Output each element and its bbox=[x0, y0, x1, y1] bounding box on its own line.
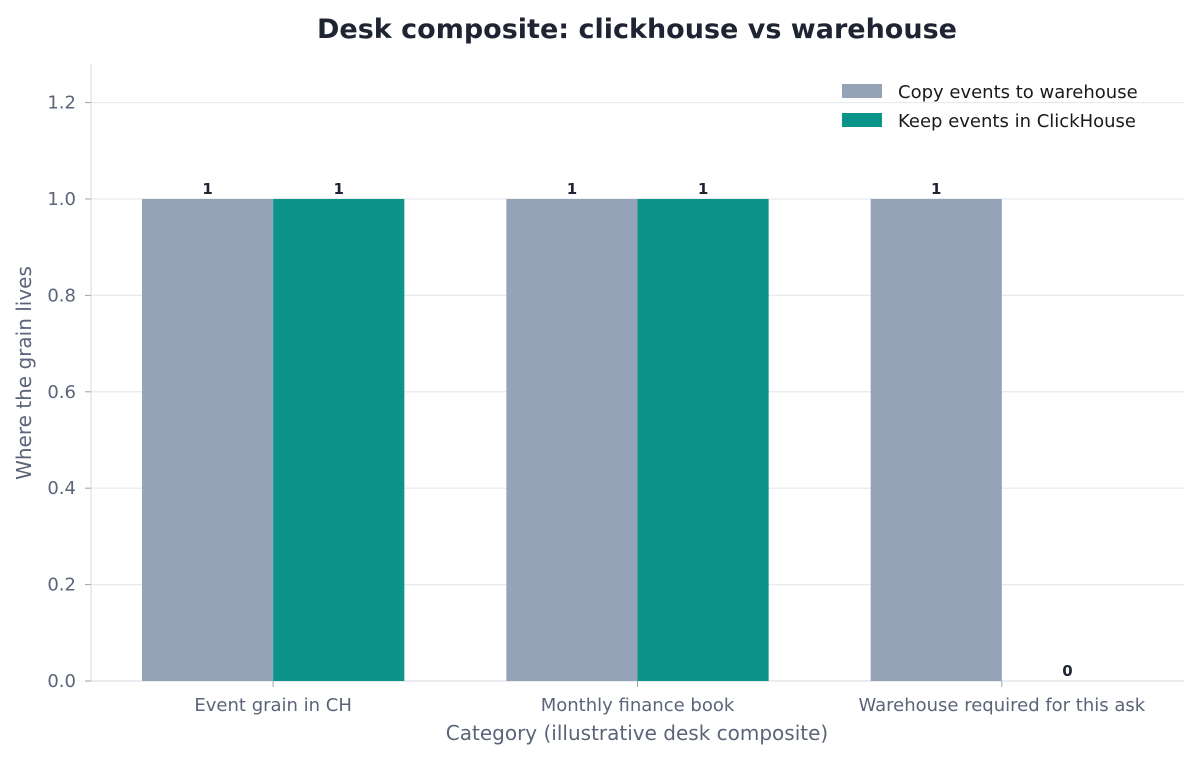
data-label: 0 bbox=[1062, 662, 1072, 680]
legend: Copy events to warehouse Keep events in C… bbox=[842, 82, 1138, 132]
bar bbox=[273, 198, 405, 681]
data-label: 1 bbox=[931, 180, 941, 198]
x-axis-label: Category (illustrative desk composite) bbox=[446, 721, 828, 745]
data-labels: 1 1 1 1 1 0 bbox=[202, 180, 1072, 680]
y-tick-label: 1.0 bbox=[47, 189, 76, 210]
y-tick-label: 0.8 bbox=[47, 285, 76, 306]
x-tick-label: Warehouse required for this ask bbox=[858, 695, 1145, 716]
y-axis-ticks: 0.0 0.2 0.4 0.6 0.8 1.0 1.2 bbox=[47, 93, 91, 692]
y-tick-label: 0.4 bbox=[47, 478, 76, 499]
bars bbox=[142, 198, 1002, 681]
data-label: 1 bbox=[698, 180, 708, 198]
chart-title: Desk composite: clickhouse vs warehouse bbox=[317, 14, 957, 45]
x-tick-label: Event grain in CH bbox=[194, 695, 352, 716]
data-label: 1 bbox=[567, 180, 577, 198]
bar bbox=[637, 198, 769, 681]
data-label: 1 bbox=[334, 180, 344, 198]
bar bbox=[142, 198, 274, 681]
legend-swatch bbox=[842, 113, 882, 127]
data-label: 1 bbox=[202, 180, 212, 198]
legend-label: Copy events to warehouse bbox=[898, 82, 1138, 103]
bar bbox=[506, 198, 638, 681]
x-tick-label: Monthly finance book bbox=[541, 695, 735, 716]
y-tick-label: 0.0 bbox=[47, 671, 76, 692]
bar bbox=[870, 198, 1002, 681]
legend-swatch bbox=[842, 84, 882, 98]
y-axis-label: Where the grain lives bbox=[12, 266, 36, 480]
y-tick-label: 0.2 bbox=[47, 575, 76, 596]
y-tick-label: 1.2 bbox=[47, 93, 76, 114]
y-tick-label: 0.6 bbox=[47, 382, 76, 403]
x-axis-ticks: Event grain in CH Monthly finance book War… bbox=[194, 681, 1146, 716]
legend-label: Keep events in ClickHouse bbox=[898, 111, 1136, 132]
